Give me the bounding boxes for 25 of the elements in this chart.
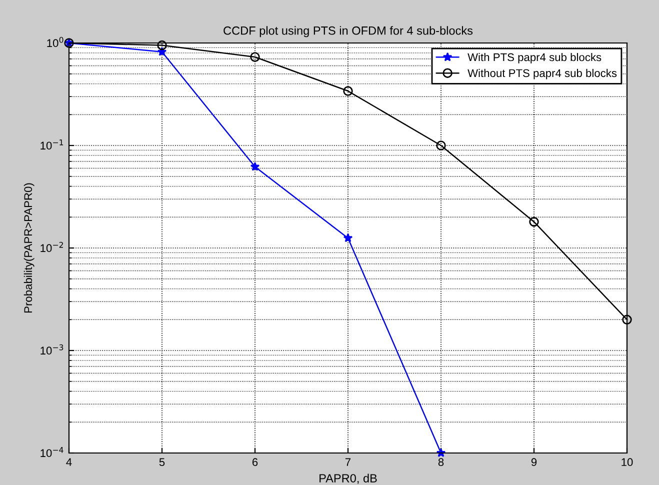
x-tick-label: 7 [345,458,351,466]
point [343,233,353,242]
x-axis-title: PAPR0, dB [320,474,377,484]
point [622,314,632,325]
point [343,86,353,96]
point [250,52,260,62]
y-axis-title: Probability(PAPR>PAPR0) [24,183,34,312]
point [250,162,260,171]
y-tick-label: 10$^{0}$ [47,36,64,48]
legend-label: Without PTS papr4 sub blocks [468,68,617,80]
y-tick-label: 10$^{−4}$ [40,447,64,458]
chart-title: CCDF plot using PTS in OFDM for 4 sub-blocks [224,26,473,38]
x-tick-label: 9 [531,458,537,466]
x-tick-label: 6 [252,458,258,466]
point [157,40,167,50]
y-tick-label: 10$^{−3}$ [40,344,64,355]
y-tick-label: 10$^{−1}$ [40,140,64,150]
x-tick-label: 8 [438,458,444,466]
point [436,140,446,150]
point [529,216,539,227]
x-tick-label: 4 [66,458,72,466]
legend-label: With PTS papr4 sub blocks [468,53,602,64]
x-tick-label: 5 [159,458,165,466]
x-tick-label: 10 [622,458,633,466]
y-tick-label: 10$^{−2}$ [40,242,63,252]
